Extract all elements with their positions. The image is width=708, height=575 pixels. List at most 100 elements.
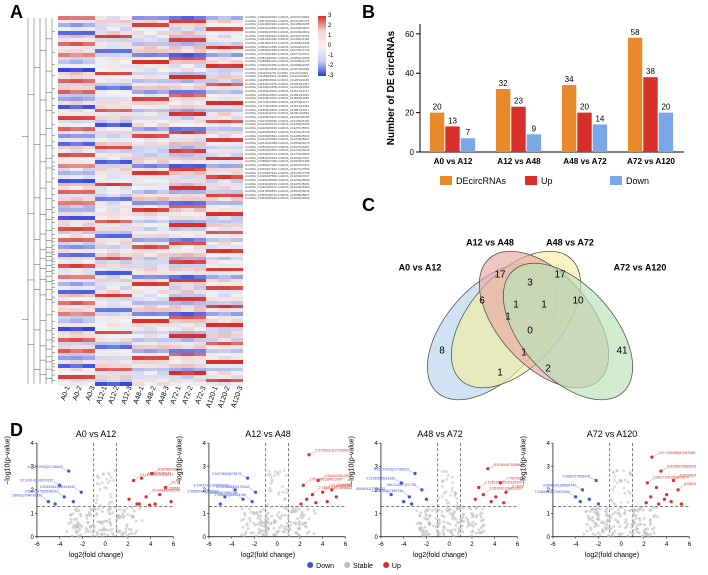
svg-text:20:91914|108100267: 20:91914|108100267 xyxy=(20,479,53,483)
svg-text:0: 0 xyxy=(447,541,451,548)
svg-text:A12 vs A48: A12 vs A48 xyxy=(466,238,514,248)
svg-text:-2: -2 xyxy=(424,541,430,548)
svg-text:4: 4 xyxy=(546,441,550,447)
svg-text:2: 2 xyxy=(126,541,130,548)
svg-text:1: 1 xyxy=(497,368,503,379)
svg-text:34: 34 xyxy=(565,75,574,84)
svg-text:4: 4 xyxy=(30,441,34,447)
volcano-panel: A0 vs A12-6-4-22460012346:21172093|21735… xyxy=(10,425,698,570)
svg-text:1: 1 xyxy=(513,300,519,311)
svg-text:0: 0 xyxy=(546,534,550,541)
svg-text:6: 6 xyxy=(172,541,176,548)
svg-text:40: 40 xyxy=(405,69,414,78)
svg-text:20: 20 xyxy=(580,103,589,112)
svg-text:17: 17 xyxy=(494,270,506,281)
svg-text:-6: -6 xyxy=(550,541,556,548)
svg-text:14: 14 xyxy=(595,114,604,123)
svg-text:3:8680261|85864740: 3:8680261|85864740 xyxy=(543,483,576,487)
venn-diagram: A0 vs A12A12 vs A48A48 vs A72A72 vs A120… xyxy=(370,215,690,420)
svg-text:1: 1 xyxy=(374,510,378,517)
svg-text:7:2180911|794018896: 7:2180911|794018896 xyxy=(12,494,42,498)
svg-text:20: 20 xyxy=(405,109,414,118)
svg-text:17: 17 xyxy=(554,270,566,281)
svg-text:4: 4 xyxy=(665,541,669,548)
svg-text:4: 4 xyxy=(149,541,153,548)
svg-text:0: 0 xyxy=(527,326,533,337)
svg-text:3: 3 xyxy=(202,464,206,471)
svg-text:6:21172093|21735623: 6:21172093|21735623 xyxy=(27,465,62,469)
volcano-plot-2: A48 vs A72-6-4-22460012346:21172093|2173… xyxy=(356,425,524,570)
svg-text:A0 vs A12: A0 vs A12 xyxy=(434,157,473,166)
svg-text:2:9472840|675478: 2:9472840|675478 xyxy=(212,472,242,476)
svg-text:2:98867|7598478: 2:98867|7598478 xyxy=(562,474,590,478)
svg-text:-4: -4 xyxy=(401,541,407,548)
svg-text:-2: -2 xyxy=(252,541,258,548)
svg-text:41: 41 xyxy=(616,346,628,357)
svg-text:2:11683066|13180: 2:11683066|13180 xyxy=(366,476,395,480)
svg-text:13: 13 xyxy=(448,116,457,125)
svg-text:6: 6 xyxy=(516,541,520,548)
svg-text:2:100554|88423196: 2:100554|88423196 xyxy=(215,493,247,497)
svg-text:6:82986768|83095037: 6:82986768|83095037 xyxy=(667,465,696,469)
svg-text:2: 2 xyxy=(298,541,302,548)
svg-text:A72 vs A120: A72 vs A120 xyxy=(627,157,675,166)
svg-text:2: 2 xyxy=(642,541,646,548)
svg-text:-2: -2 xyxy=(596,541,602,548)
svg-text:0: 0 xyxy=(30,534,34,541)
svg-text:0: 0 xyxy=(619,541,623,548)
venn-panel: A0 vs A12A12 vs A48A48 vs A72A72 vs A120… xyxy=(360,200,690,420)
svg-text:3:1717093|72722077: 3:1717093|72722077 xyxy=(140,473,173,477)
svg-text:10: 10 xyxy=(572,296,584,307)
svg-text:A48 vs A72: A48 vs A72 xyxy=(546,238,594,248)
svg-text:38: 38 xyxy=(646,67,655,76)
svg-text:-6: -6 xyxy=(206,541,212,548)
svg-text:A72 vs A120: A72 vs A120 xyxy=(614,263,667,273)
svg-text:6:63016042|88492027: 6:63016042|88492027 xyxy=(684,482,696,486)
svg-text:6: 6 xyxy=(344,541,348,548)
svg-text:Down: Down xyxy=(626,176,649,186)
svg-text:-6: -6 xyxy=(378,541,384,548)
svg-text:-6: -6 xyxy=(34,541,40,548)
svg-text:0: 0 xyxy=(410,148,415,157)
svg-text:4: 4 xyxy=(321,541,325,548)
volcano-legend: DownStableUp xyxy=(307,562,401,570)
heatmap-panel: circRNA_010000|20000 circRNA_010037|2009… xyxy=(10,8,340,418)
svg-text:2:78860217|78908547: 2:78860217|78908547 xyxy=(319,486,352,490)
svg-text:20: 20 xyxy=(433,103,442,112)
svg-text:1: 1 xyxy=(30,510,34,517)
svg-text:-4: -4 xyxy=(573,541,579,548)
svg-text:0: 0 xyxy=(202,534,206,541)
svg-text:8:52894576|55800337: 8:52894576|55800337 xyxy=(494,463,524,467)
svg-text:DEcircRNAs: DEcircRNAs xyxy=(456,176,507,186)
svg-text:6: 6 xyxy=(688,541,692,548)
svg-text:20: 20 xyxy=(661,103,670,112)
svg-text:3:88171051|83404670: 3:88171051|83404670 xyxy=(653,475,688,479)
svg-text:9: 9 xyxy=(532,124,537,133)
svg-text:8: 8 xyxy=(439,346,445,357)
svg-text:1: 1 xyxy=(505,312,511,323)
svg-text:58: 58 xyxy=(631,28,640,37)
svg-text:3: 3 xyxy=(527,278,533,289)
barchart-panel: 0204060Number of DE circRNAs20137A0 vs A… xyxy=(360,8,690,193)
heatmap-col-labels: A0-1A0-2A0-3A12-1A12-2A12-3A48-1A48-2A48… xyxy=(58,386,243,426)
svg-text:6: 6 xyxy=(479,296,485,307)
svg-text:1: 1 xyxy=(521,348,527,359)
svg-text:Number of DE circRNAs: Number of DE circRNAs xyxy=(386,30,397,145)
svg-text:1: 1 xyxy=(202,510,206,517)
svg-text:7:21850011|79401896: 7:21850011|79401896 xyxy=(534,490,569,494)
svg-text:-4: -4 xyxy=(229,541,235,548)
volcano-plot-0: A0 vs A12-6-4-22460012346:21172093|21735… xyxy=(12,425,180,570)
svg-text:4: 4 xyxy=(493,541,497,548)
svg-text:1:0510001|54012097: 1:0510001|54012097 xyxy=(309,478,342,482)
svg-text:4: 4 xyxy=(202,441,206,447)
barchart: 0204060Number of DE circRNAs20137A0 vs A… xyxy=(382,16,692,194)
svg-text:1:0510001|54012097: 1:0510001|54012097 xyxy=(489,486,522,490)
svg-text:60: 60 xyxy=(405,30,414,39)
heatmap-grid xyxy=(58,16,243,386)
svg-text:1: 1 xyxy=(541,300,547,311)
svg-text:0: 0 xyxy=(103,541,107,548)
svg-text:0: 0 xyxy=(275,541,279,548)
svg-text:2: 2 xyxy=(470,541,474,548)
svg-text:Mit:212897|21758: Mit:212897|21758 xyxy=(387,483,415,487)
svg-text:3: 3 xyxy=(546,464,550,471)
